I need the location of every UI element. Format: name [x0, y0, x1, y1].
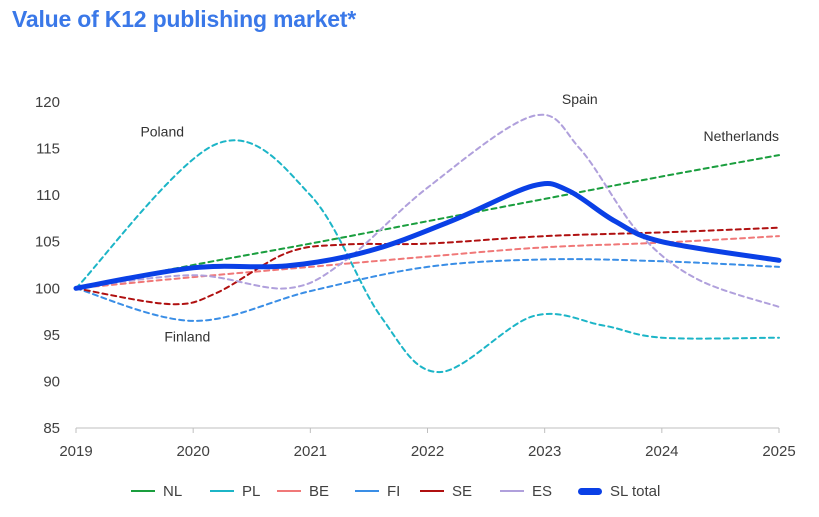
legend-item-be: BE	[277, 478, 329, 504]
legend-label: FI	[387, 482, 401, 500]
annotation-netherlands: Netherlands	[704, 128, 780, 144]
legend-item-nl: NL	[131, 478, 182, 504]
x-tick-label: 2023	[528, 443, 561, 460]
legend-item-fi: FI	[355, 478, 400, 504]
series-line-es	[75, 113, 780, 308]
y-tick-label: 110	[36, 187, 60, 204]
legend-swatch	[578, 487, 602, 495]
legend-swatch	[277, 490, 301, 492]
y-tick-label: 95	[43, 327, 60, 344]
x-tick-label: 2019	[59, 443, 92, 460]
x-tick-label: 2021	[294, 443, 327, 460]
x-tick-label: 2024	[645, 443, 678, 460]
x-tick-label: 2025	[762, 443, 795, 460]
legend-swatch	[355, 490, 379, 492]
legend-item-pl: PL	[210, 478, 260, 504]
x-tick-label: 2022	[411, 443, 444, 460]
legend-label: SE	[452, 482, 473, 500]
series-line-sl-total	[73, 180, 782, 291]
y-tick-label: 90	[43, 373, 60, 390]
chart-title: Value of K12 publishing market*	[12, 6, 356, 32]
y-tick-label: 100	[35, 280, 60, 297]
annotation-finland: Finland	[164, 328, 210, 344]
legend-label: PL	[242, 482, 261, 500]
series-line-nl	[75, 154, 780, 290]
legend-item-sl-total: SL total	[578, 478, 660, 504]
legend-swatch	[131, 490, 155, 492]
legend-label: SL total	[610, 482, 661, 500]
y-tick-label: 120	[35, 94, 60, 111]
legend-label: BE	[309, 482, 330, 500]
x-tick-label: 2020	[176, 443, 209, 460]
legend-swatch	[420, 490, 444, 492]
y-tick-label: 115	[36, 141, 60, 158]
series-line-fi	[75, 258, 780, 322]
legend-item-se: SE	[420, 478, 472, 504]
y-tick-label: 85	[43, 420, 60, 437]
legend-label: NL	[163, 482, 183, 500]
legend-label: ES	[532, 482, 553, 500]
y-tick-label: 105	[35, 234, 60, 251]
annotation-spain: Spain	[562, 91, 598, 107]
series-line-pl	[75, 139, 780, 374]
annotation-poland: Poland	[140, 123, 184, 139]
series-line-se	[75, 226, 780, 306]
chart-legend: NL PL BE FI SE ES SL total	[0, 478, 819, 504]
legend-item-es: ES	[500, 478, 552, 504]
legend-swatch	[500, 490, 524, 492]
legend-swatch	[210, 490, 234, 492]
